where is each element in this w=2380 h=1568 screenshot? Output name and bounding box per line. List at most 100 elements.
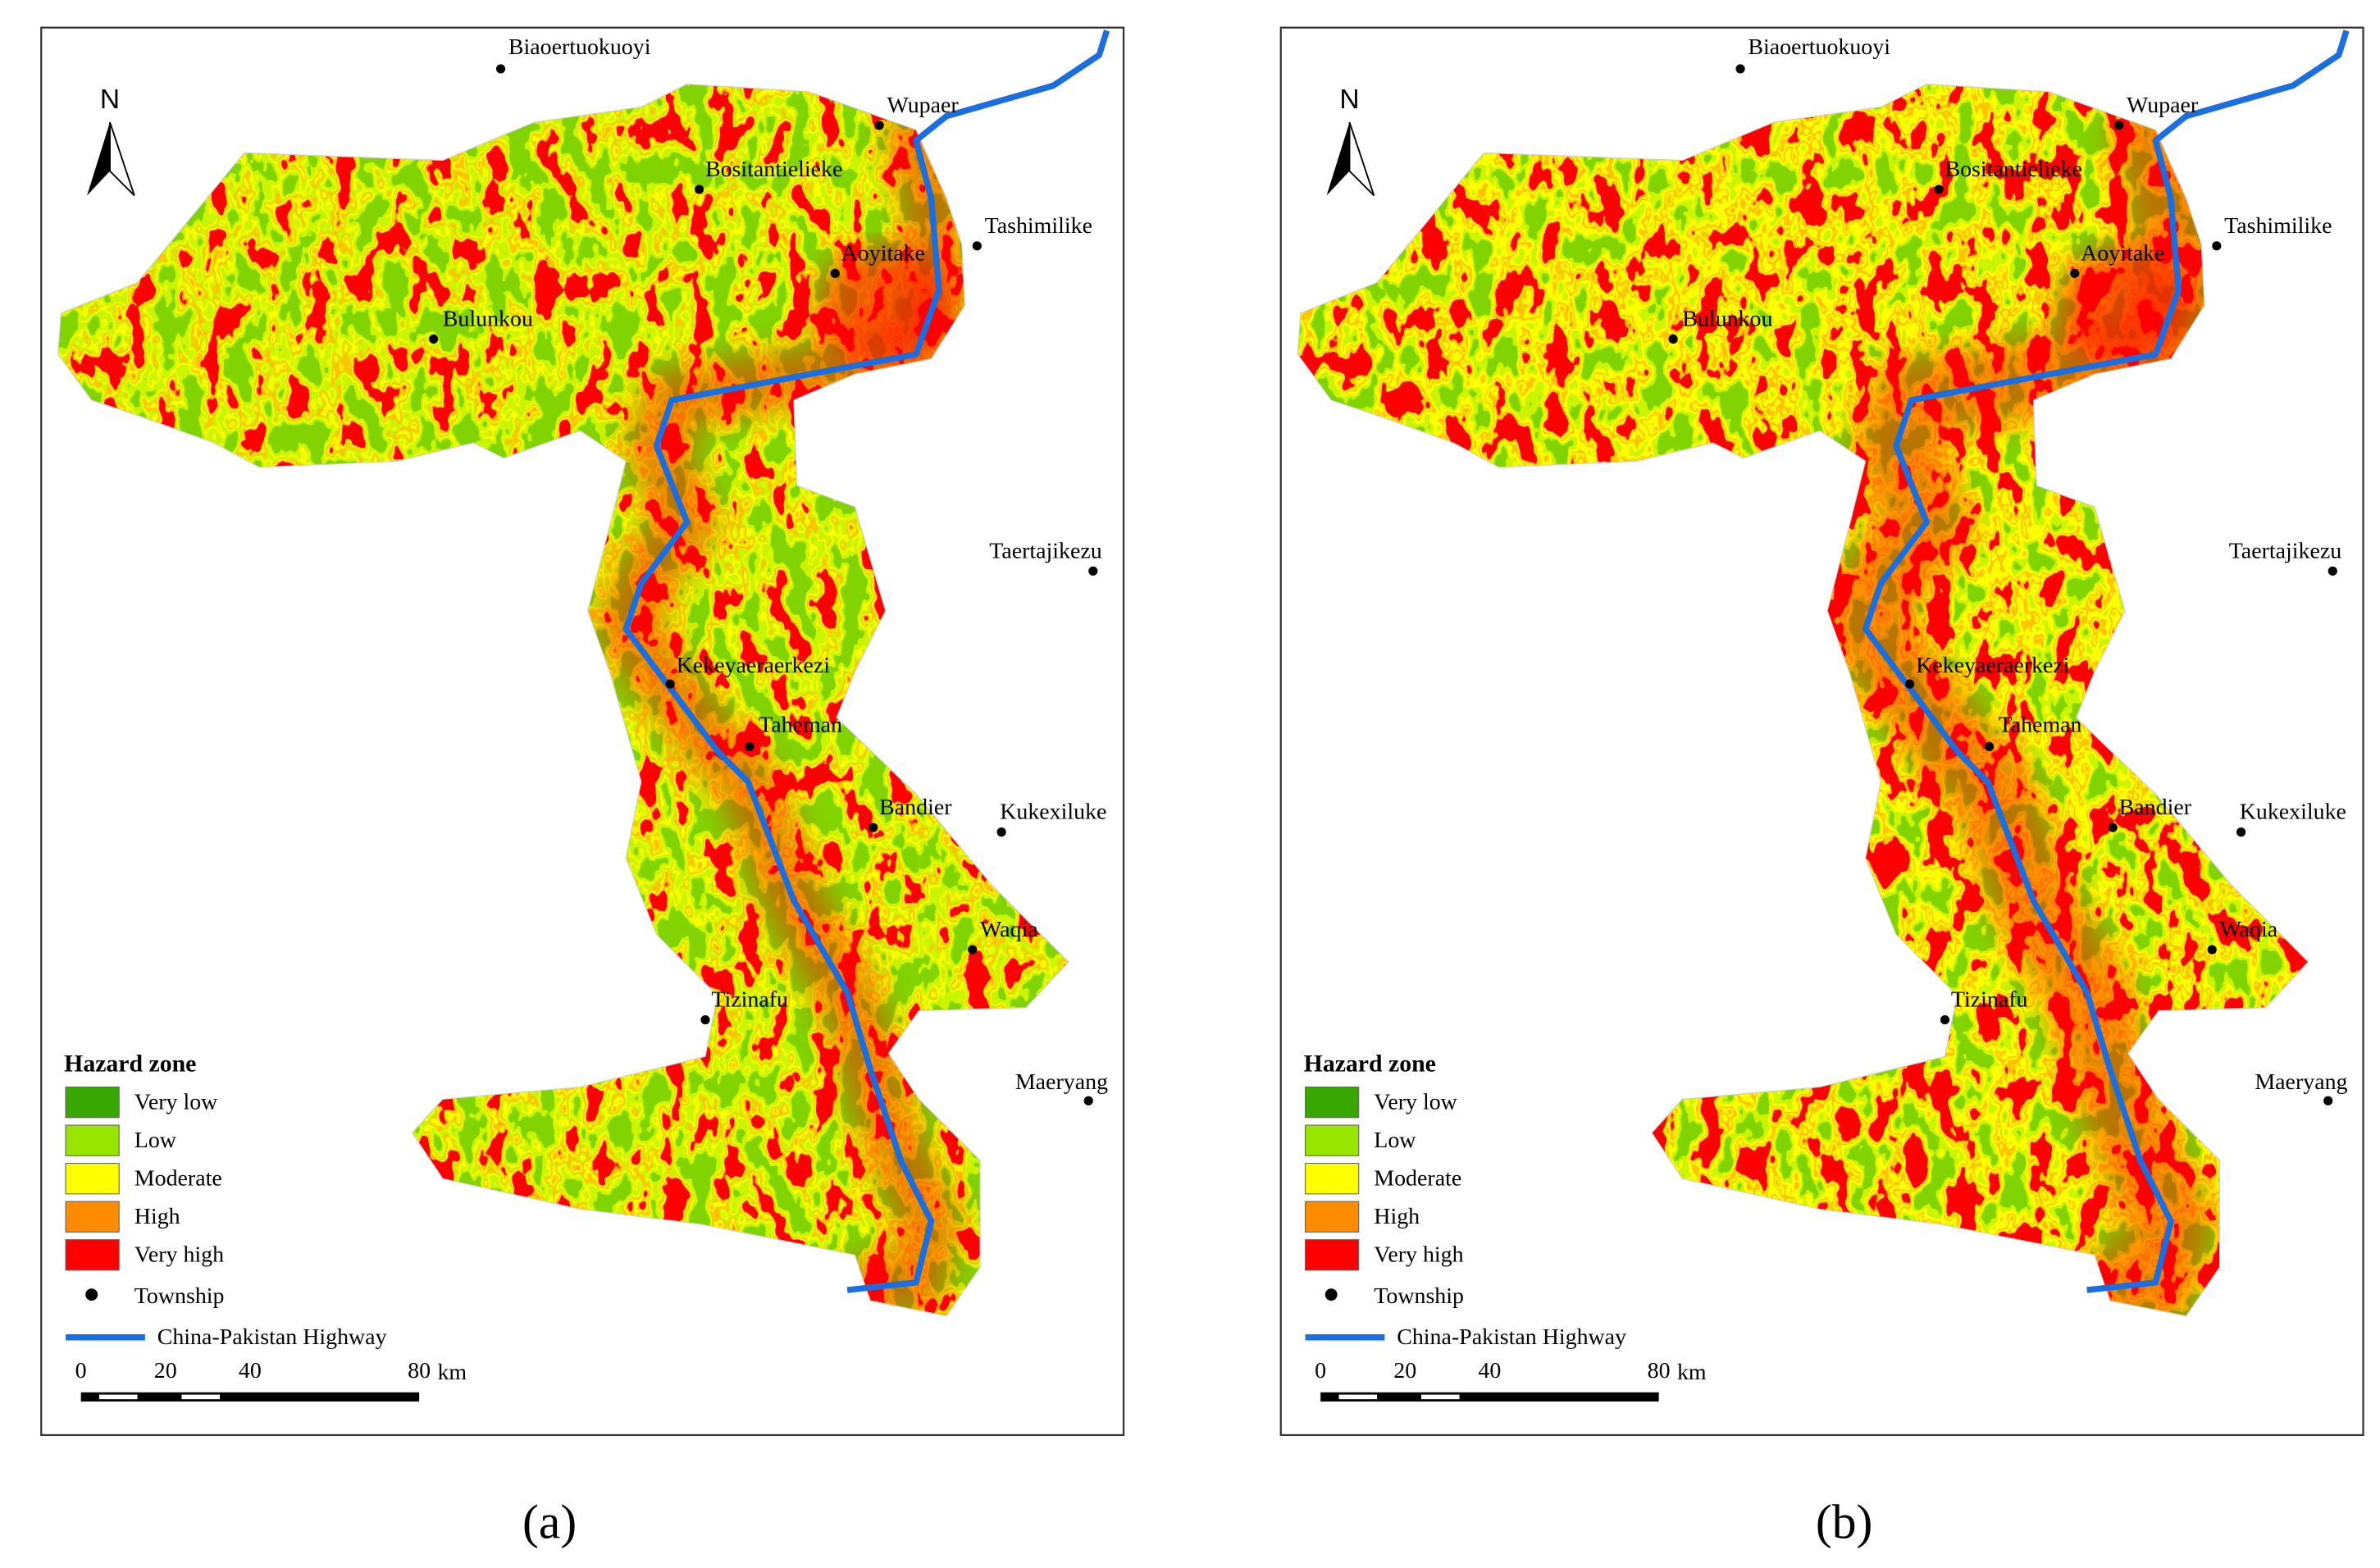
scale-bar-gap: [181, 1394, 221, 1400]
legend-label: China-Pakistan Highway: [1397, 1324, 1626, 1350]
township-label: Kukexiluke: [2240, 800, 2346, 825]
legend-township-dot: [1325, 1288, 1338, 1301]
township-dot: [745, 741, 755, 751]
township-label: Kukexiluke: [1000, 800, 1106, 825]
township-dot: [429, 334, 439, 344]
township-dot: [2323, 1096, 2333, 1105]
township-dot: [495, 64, 506, 74]
township-dot: [694, 185, 704, 194]
scale-tick-label: 80: [408, 1358, 431, 1383]
north-arrow-left: [1326, 122, 1350, 196]
township-dot: [1940, 1015, 1950, 1025]
township-label: Taheman: [759, 713, 842, 738]
scale-bar-gap: [1421, 1394, 1460, 1400]
township-label: Aoyitake: [2081, 240, 2164, 266]
scale-bar: [80, 1392, 420, 1402]
township-dot: [2108, 823, 2118, 832]
township-dot: [2114, 121, 2124, 130]
scale-unit: km: [437, 1360, 467, 1385]
legend-swatch: [1304, 1201, 1360, 1233]
legend-title: Hazard zone: [64, 1050, 196, 1077]
legend-label: Moderate: [1374, 1165, 1461, 1191]
map-panel: Biaoertuokuoyi Wupaer Bositantielieke Tashi…: [1279, 26, 2364, 1437]
legend-label: Township: [135, 1283, 225, 1309]
panel-label: (a): [522, 1494, 577, 1548]
township-label: Kekeyaeraerkezi: [677, 653, 831, 678]
north-arrow-right: [109, 121, 135, 197]
township-label: Biaoertuokuoyi: [1748, 34, 1890, 60]
township-label: Maeryang: [1015, 1069, 1108, 1095]
township-label: Bulunkou: [1682, 306, 1772, 331]
township-label: Maeryang: [2255, 1069, 2347, 1095]
township-dot: [869, 823, 878, 832]
legend-swatch: [65, 1163, 120, 1195]
highway: [1862, 30, 2350, 1293]
township-dot: [1088, 566, 1098, 576]
scale-tick-label: 20: [1393, 1358, 1416, 1383]
legend-swatch: [1304, 1163, 1360, 1195]
panel-label: (b): [1816, 1494, 1872, 1548]
legend-label: Low: [135, 1128, 177, 1153]
legend-label: Very high: [135, 1242, 224, 1268]
scale-tick-label: 40: [239, 1358, 262, 1383]
township-label: Bositantielieke: [1945, 157, 2081, 182]
township-dot: [1905, 679, 1915, 689]
township-dot: [1934, 185, 1944, 194]
township-dot: [2236, 827, 2246, 837]
legend-label: Low: [1374, 1128, 1416, 1153]
township-dot: [996, 827, 1006, 837]
township-label: Wupaer: [887, 93, 960, 118]
highway: [622, 30, 1110, 1293]
township-label: Tashimilike: [985, 213, 1092, 239]
legend-title: Hazard zone: [1304, 1050, 1436, 1077]
township-label: Wupaer: [2127, 93, 2199, 118]
north-label: N: [1339, 84, 1359, 115]
legend-swatch: [65, 1086, 120, 1119]
township-dot: [972, 241, 982, 251]
township-label: Waqia: [980, 917, 1038, 942]
legend-label: Very high: [1374, 1242, 1463, 1268]
township-dot: [2207, 945, 2217, 955]
township-label: Tizinafu: [1951, 987, 2028, 1013]
legend-label: Very low: [135, 1089, 218, 1114]
legend-label: Moderate: [135, 1165, 222, 1191]
legend-label: Township: [1374, 1283, 1464, 1309]
township-label: Taheman: [1999, 713, 2082, 738]
township-dot: [1984, 741, 1995, 751]
north-label: N: [100, 84, 120, 115]
township-dot: [665, 679, 675, 689]
scale-bar: [1320, 1392, 1659, 1402]
legend-swatch: [65, 1124, 120, 1156]
legend-label: High: [135, 1204, 180, 1229]
township-label: Aoyitake: [841, 240, 925, 266]
scale-tick-label: 80: [1648, 1358, 1671, 1383]
township-label: Bandier: [2119, 795, 2192, 820]
map-outline: [1297, 83, 2309, 1317]
township-dot: [700, 1015, 710, 1025]
township-label: Bulunkou: [443, 306, 533, 331]
legend-swatch: [65, 1201, 120, 1233]
township-dot: [830, 268, 840, 278]
legend-swatch: [65, 1239, 120, 1271]
township-label: Bositantielieke: [705, 157, 842, 182]
scale-tick-label: 0: [75, 1358, 87, 1383]
township-label: Tizinafu: [711, 987, 788, 1013]
township-label: Taertajikezu: [989, 538, 1102, 563]
legend-label: China-Pakistan Highway: [157, 1324, 387, 1350]
legend-swatch: [1304, 1239, 1360, 1271]
township-label: Waqia: [2220, 917, 2278, 942]
township-dot: [1083, 1096, 1093, 1105]
scale-tick-label: 40: [1478, 1358, 1501, 1383]
township-dot: [2070, 268, 2080, 278]
township-label: Biaoertuokuoyi: [508, 34, 651, 60]
township-dot: [2212, 241, 2222, 251]
township-dot: [968, 945, 978, 955]
scale-unit: km: [1677, 1360, 1707, 1385]
legend-label: Very low: [1374, 1089, 1457, 1114]
map-panel: Biaoertuokuoyi Wupaer Bositantielieke Tashi…: [40, 26, 1125, 1437]
township-label: Kekeyaeraerkezi: [1916, 653, 2070, 678]
scale-tick-label: 20: [154, 1358, 177, 1383]
township-label: Taertajikezu: [2229, 538, 2342, 563]
